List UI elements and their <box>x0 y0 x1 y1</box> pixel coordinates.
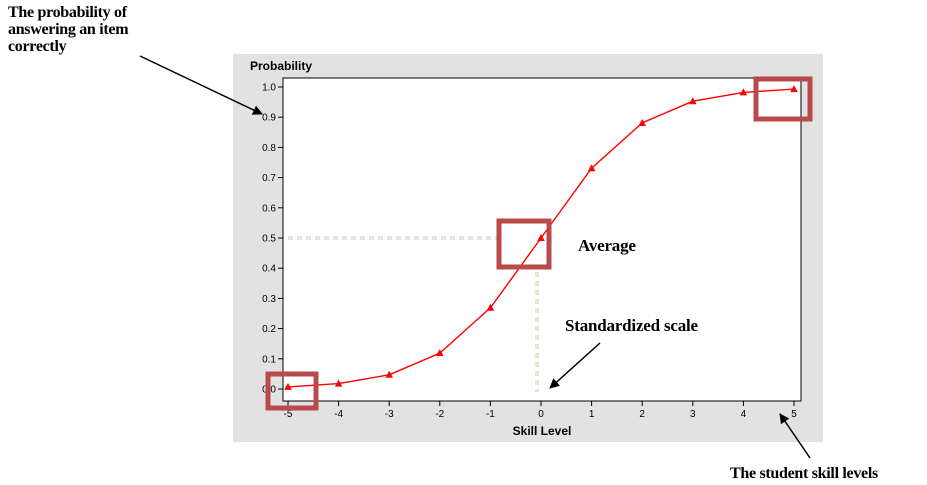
y-tick-label: 0.5 <box>262 234 276 245</box>
data-point <box>284 382 292 390</box>
data-point <box>436 349 444 357</box>
y-tick-label: 1.0 <box>262 83 276 94</box>
y-tick-label: 0.6 <box>262 203 276 214</box>
y-tick-label: 0.1 <box>262 354 276 365</box>
x-tick-label: -1 <box>486 409 495 420</box>
probability-annotation: The probability of answering an item cor… <box>8 4 132 55</box>
standardized-scale-arrow <box>549 342 601 389</box>
y-tick-label: 0.7 <box>262 173 276 184</box>
data-point <box>638 118 646 126</box>
x-tick-label: -4 <box>334 409 343 420</box>
data-point <box>385 370 393 378</box>
data-point <box>587 164 596 172</box>
x-axis-ticks: -5 -4 -3 -2 -1 0 1 2 3 4 5 <box>284 401 797 420</box>
x-tick-label: 0 <box>538 409 544 420</box>
data-point <box>790 85 798 93</box>
data-point <box>486 303 495 311</box>
x-tick-label: 4 <box>741 409 747 420</box>
skill-levels-arrow <box>779 413 811 459</box>
average-label: Average <box>578 236 636 255</box>
x-tick-label: -3 <box>385 409 394 420</box>
y-tick-label: 0.2 <box>262 324 276 335</box>
x-tick-label: 5 <box>791 409 797 420</box>
x-axis-title: Skill Level <box>513 424 572 438</box>
x-tick-label: 2 <box>639 409 645 420</box>
x-tick-label: 3 <box>690 409 696 420</box>
y-tick-label: 0.3 <box>262 294 276 305</box>
data-point <box>689 97 697 105</box>
highlight-box-low <box>265 371 319 411</box>
skill-levels-annotation: The student skill levels <box>730 465 878 482</box>
data-point <box>537 234 545 241</box>
x-tick-label: 1 <box>589 409 595 420</box>
data-point <box>739 88 748 96</box>
series-curve <box>284 85 798 390</box>
y-tick-label: 0.4 <box>262 264 276 275</box>
probability-arrow <box>139 55 263 115</box>
x-tick-label: -2 <box>435 409 444 420</box>
y-tick-label: 0.8 <box>262 143 276 154</box>
y-axis-title: Probability <box>250 59 312 73</box>
x-tick-label: -5 <box>284 409 293 420</box>
standardized-scale-label: Standardized scale <box>565 316 699 335</box>
data-point <box>334 379 343 387</box>
y-tick-label: 0.9 <box>262 113 276 124</box>
highlight-box-high <box>753 76 813 122</box>
highlight-box-average <box>496 218 552 270</box>
